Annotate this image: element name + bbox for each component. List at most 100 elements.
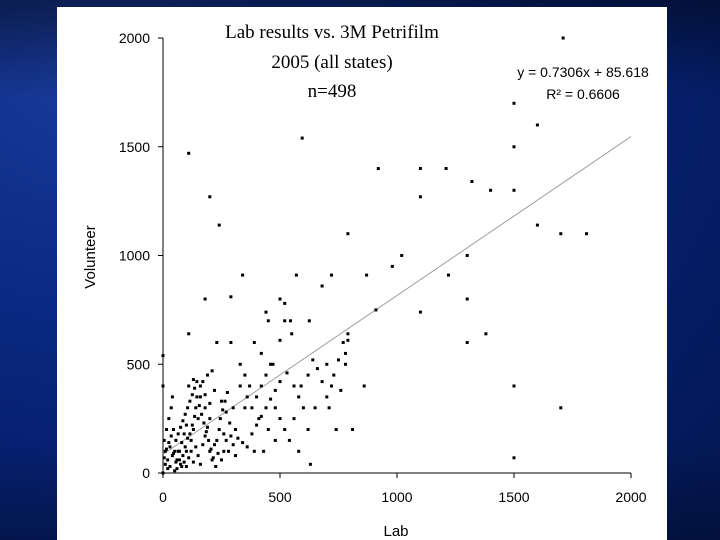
data-point <box>203 406 207 410</box>
data-point <box>297 395 301 399</box>
data-point <box>191 460 195 464</box>
data-point <box>234 454 237 458</box>
data-point <box>222 449 226 453</box>
data-point <box>198 395 202 399</box>
data-point <box>300 136 304 140</box>
data-point <box>266 428 270 431</box>
data-point <box>197 404 201 408</box>
data-point <box>173 469 177 473</box>
data-point <box>167 441 171 445</box>
data-point <box>161 354 165 358</box>
data-point <box>193 414 197 418</box>
x-tick-label: 2000 <box>615 489 646 505</box>
data-point <box>374 308 378 312</box>
data-point <box>278 380 282 384</box>
data-point <box>283 319 287 323</box>
data-point <box>535 123 539 127</box>
data-point <box>561 36 565 40</box>
data-point <box>243 406 247 410</box>
data-point <box>325 362 329 366</box>
data-point <box>189 449 193 453</box>
data-point <box>202 421 206 425</box>
data-point <box>218 417 222 421</box>
data-point <box>465 341 469 344</box>
data-point <box>231 443 235 447</box>
data-point <box>339 388 343 392</box>
data-point <box>346 338 350 342</box>
data-point <box>344 362 347 366</box>
data-point <box>351 428 354 431</box>
data-point <box>264 406 268 410</box>
data-point <box>273 406 277 410</box>
data-point <box>227 449 230 453</box>
data-point <box>208 195 212 199</box>
data-point <box>191 378 195 381</box>
data-point <box>188 432 192 436</box>
data-point <box>201 380 205 384</box>
y-tick-label: 2000 <box>119 30 150 46</box>
data-point <box>222 432 226 436</box>
data-point <box>308 462 312 466</box>
data-point <box>292 417 296 421</box>
data-point <box>465 297 469 301</box>
data-point <box>306 373 310 377</box>
data-point <box>287 438 291 442</box>
data-point <box>238 362 242 366</box>
data-point <box>180 465 184 468</box>
data-point <box>168 465 172 468</box>
data-point <box>346 332 350 336</box>
data-point <box>224 410 228 414</box>
data-point <box>418 310 422 314</box>
x-tick-label: 500 <box>268 489 292 505</box>
data-point <box>180 441 184 445</box>
data-point <box>162 438 166 442</box>
data-point <box>489 188 493 192</box>
data-point <box>325 395 329 399</box>
data-point <box>183 412 187 416</box>
data-point <box>229 434 233 438</box>
data-point <box>241 441 245 445</box>
data-point <box>181 454 185 458</box>
data-point <box>376 167 380 170</box>
x-tick-label: 1500 <box>498 489 529 505</box>
data-point <box>174 438 178 442</box>
data-point <box>163 462 167 466</box>
data-point <box>204 430 208 434</box>
data-point <box>200 412 204 416</box>
data-point <box>447 273 450 277</box>
data-point <box>311 358 315 362</box>
data-point <box>365 273 369 277</box>
data-point <box>220 458 223 462</box>
data-point <box>169 434 173 438</box>
data-point <box>299 384 303 388</box>
data-point <box>315 367 319 371</box>
data-point <box>241 273 245 277</box>
data-point <box>215 438 219 442</box>
data-point <box>172 451 175 455</box>
data-point <box>283 428 287 431</box>
data-point <box>177 458 181 462</box>
trendline <box>162 136 632 455</box>
data-point <box>250 432 254 436</box>
data-point <box>330 384 333 388</box>
data-point <box>216 451 220 455</box>
data-point <box>234 428 237 431</box>
data-point <box>162 456 166 460</box>
data-point <box>177 449 181 453</box>
data-point <box>346 232 350 236</box>
data-point <box>465 254 469 257</box>
data-point <box>264 310 268 314</box>
data-point <box>166 458 170 462</box>
y-tick-group: 0 500 1000 1500 2000 <box>119 30 163 481</box>
data-point <box>224 438 228 442</box>
data-point <box>264 373 268 377</box>
data-point <box>190 393 194 397</box>
data-point <box>320 284 324 288</box>
data-point <box>176 432 180 436</box>
data-point <box>175 467 179 471</box>
data-point <box>332 373 336 377</box>
data-point <box>217 223 221 227</box>
data-point <box>168 445 172 449</box>
data-point <box>313 406 317 410</box>
data-point <box>278 297 282 301</box>
